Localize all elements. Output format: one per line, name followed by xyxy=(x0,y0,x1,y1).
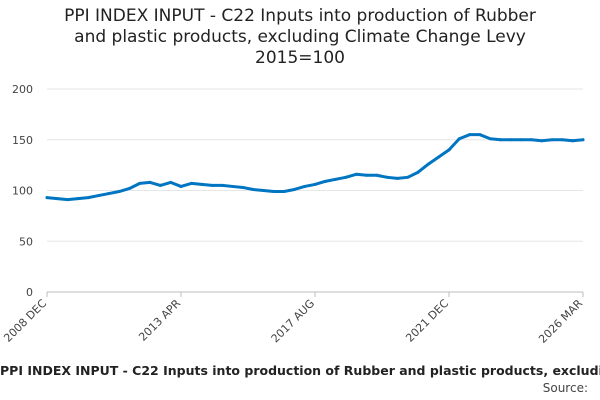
x-axis: 2008 DEC 2013 APR 2017 AUG 2021 DEC 2026 MAR xyxy=(1,292,585,346)
chart-title-line-2: and plastic products, excluding Climate … xyxy=(74,27,526,47)
data-point xyxy=(313,182,317,186)
data-point xyxy=(540,139,544,143)
data-point xyxy=(210,183,214,187)
data-point xyxy=(468,133,472,137)
data-point xyxy=(416,170,420,174)
data-point xyxy=(365,173,369,177)
data-point xyxy=(127,186,131,190)
data-point xyxy=(571,139,575,143)
data-point xyxy=(499,138,503,142)
data-point xyxy=(395,176,399,180)
data-point xyxy=(303,184,307,188)
data-point xyxy=(220,183,224,187)
source-label: Source: xyxy=(542,381,588,395)
data-point xyxy=(426,162,430,166)
data-point xyxy=(231,184,235,188)
data-point xyxy=(344,175,348,179)
data-point xyxy=(334,177,338,181)
data-point xyxy=(354,172,358,176)
data-point xyxy=(457,137,461,141)
y-axis: 0 50 100 150 200 xyxy=(12,83,33,299)
y-tick-label: 150 xyxy=(12,134,33,147)
x-tick-label: 2008 DEC xyxy=(1,297,49,345)
data-point xyxy=(272,190,276,194)
data-point xyxy=(179,184,183,188)
chart-title: PPI INDEX INPUT - C22 Inputs into produc… xyxy=(0,6,600,69)
data-point xyxy=(148,180,152,184)
y-tick-label: 200 xyxy=(12,83,33,96)
data-point xyxy=(437,155,441,159)
data-point xyxy=(200,182,204,186)
data-point xyxy=(550,138,554,142)
data-point xyxy=(519,138,523,142)
data-point xyxy=(66,198,70,202)
series-group xyxy=(45,133,585,202)
data-point xyxy=(406,175,410,179)
data-point xyxy=(76,197,80,201)
data-point xyxy=(117,190,121,194)
data-point xyxy=(560,138,564,142)
data-point xyxy=(97,194,101,198)
x-tick-label: 2017 AUG xyxy=(269,297,318,346)
data-point xyxy=(189,181,193,185)
data-point xyxy=(282,190,286,194)
series-line xyxy=(45,133,585,202)
data-point xyxy=(447,148,451,152)
data-point xyxy=(292,187,296,191)
data-point xyxy=(86,196,90,200)
legend-text: PPI INDEX INPUT - C22 Inputs into produc… xyxy=(0,363,600,378)
data-point xyxy=(581,138,585,142)
data-point xyxy=(169,180,173,184)
data-point xyxy=(251,187,255,191)
data-point xyxy=(488,137,492,141)
y-tick-label: 100 xyxy=(12,185,33,198)
data-point xyxy=(107,192,111,196)
data-point xyxy=(241,185,245,189)
data-point xyxy=(385,175,389,179)
data-point xyxy=(478,133,482,137)
x-tick-label: 2026 MAR xyxy=(536,297,585,346)
data-point xyxy=(45,196,49,200)
y-tick-label: 0 xyxy=(26,286,33,299)
data-point xyxy=(509,138,513,142)
data-point xyxy=(158,183,162,187)
data-point xyxy=(261,189,265,192)
x-tick-label: 2021 DEC xyxy=(403,297,451,345)
y-tick-label: 50 xyxy=(19,235,33,248)
data-point xyxy=(323,179,327,183)
data-point xyxy=(138,181,142,185)
data-point xyxy=(529,138,533,142)
x-tick-label: 2013 APR xyxy=(136,297,183,344)
data-point xyxy=(375,173,379,177)
chart-title-line-3: 2015=100 xyxy=(255,48,345,68)
data-point xyxy=(55,197,59,201)
chart-title-line-1: PPI INDEX INPUT - C22 Inputs into produc… xyxy=(64,6,536,26)
